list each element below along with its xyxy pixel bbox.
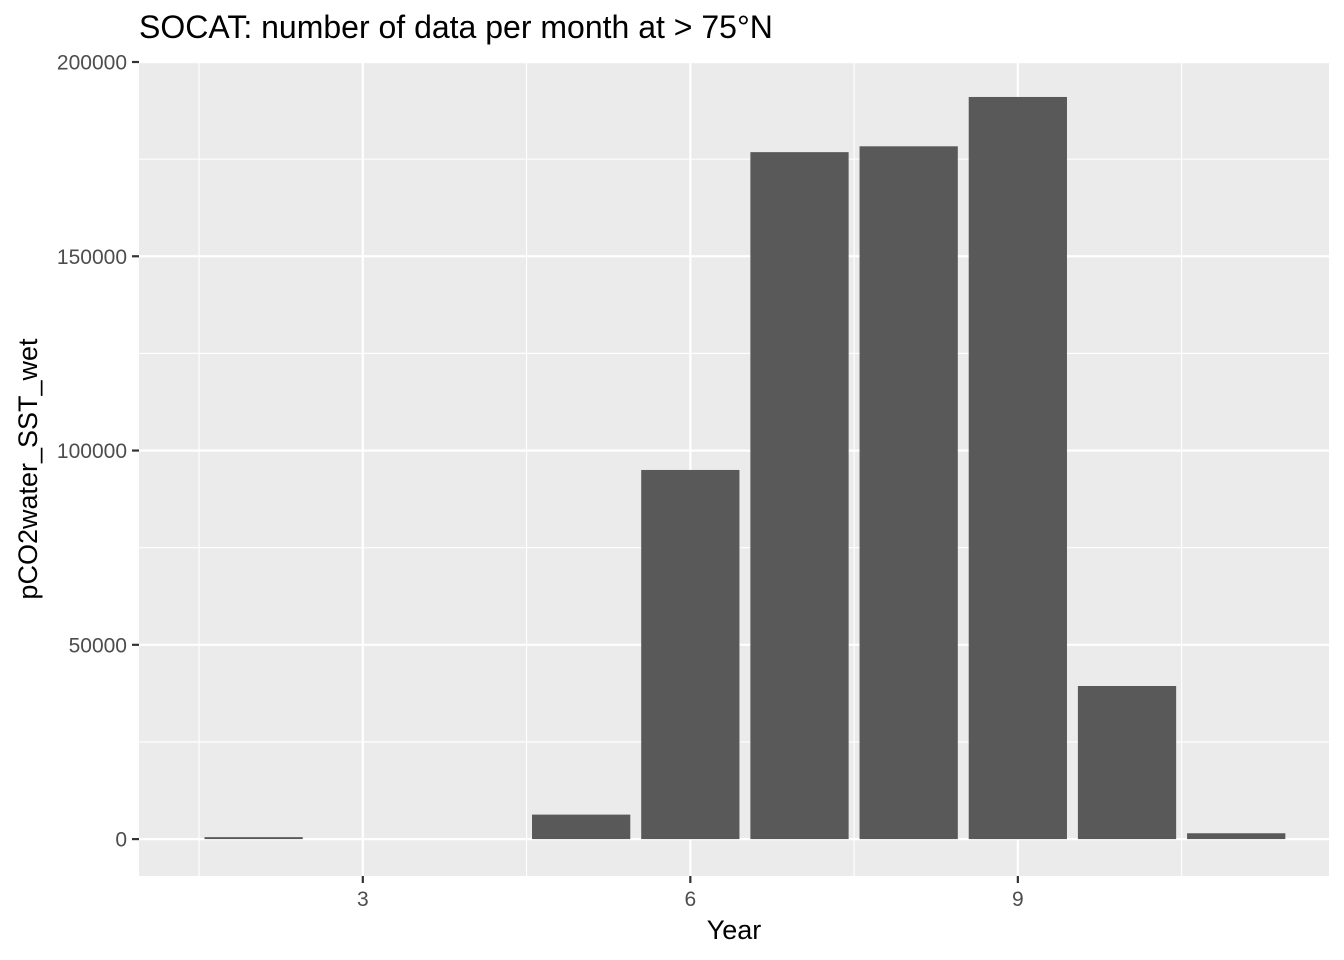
x-tick-label: 9 <box>1012 888 1024 911</box>
x-axis-title: Year <box>707 915 762 945</box>
bar <box>204 837 303 840</box>
bar <box>968 96 1067 840</box>
bar <box>750 152 849 840</box>
y-axis-title: pCO2water_SST_wet <box>13 338 43 600</box>
bar <box>532 814 631 840</box>
y-tick-label: 100000 <box>57 440 127 463</box>
x-tick-label: 3 <box>357 888 369 911</box>
bars <box>204 96 1286 840</box>
y-tick-label: 200000 <box>57 52 127 75</box>
y-axis: 0 50000 100000 150000 200000 <box>57 52 139 852</box>
y-tick-label: 0 <box>115 829 127 852</box>
bar <box>641 469 740 840</box>
y-tick-label: 50000 <box>69 634 127 657</box>
x-axis: 3 6 9 <box>357 876 1024 911</box>
x-tick-label: 6 <box>684 888 696 911</box>
bar <box>1077 686 1177 840</box>
bar <box>1187 833 1286 840</box>
bar <box>859 146 958 840</box>
y-tick-label: 150000 <box>57 246 127 269</box>
chart-title: SOCAT: number of data per month at > 75°… <box>139 9 773 45</box>
